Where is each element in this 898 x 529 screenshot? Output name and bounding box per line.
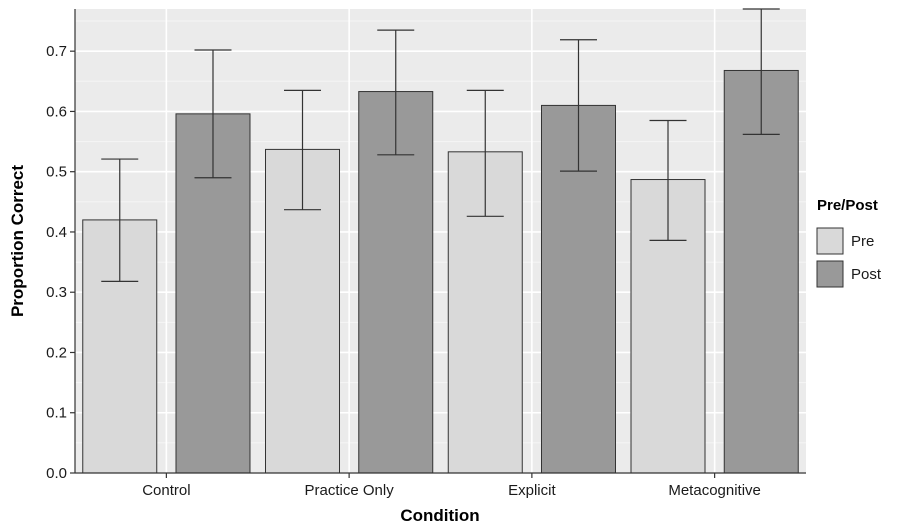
x-axis-title: Condition (400, 506, 479, 525)
x-axis: Control Practice Only Explicit Metacognitiv… (75, 472, 806, 499)
legend: Pre/Post Pre Post (816, 197, 882, 288)
y-tick-label: 0.6 (46, 103, 67, 120)
bars (82, 69, 799, 474)
error-bars (101, 8, 780, 282)
y-tick-label: 0.2 (46, 344, 67, 361)
y-axis-title: Proportion Correct (8, 165, 27, 317)
y-tick-label: 0.4 (46, 224, 67, 241)
y-axis: 0.0 0.1 0.2 0.3 0.4 0.5 0.6 0.7 (46, 9, 76, 482)
legend-label-post: Post (851, 266, 882, 283)
y-tick-label: 0.7 (46, 43, 67, 60)
legend-title: Pre/Post (817, 197, 878, 214)
legend-swatch-post (816, 260, 844, 288)
y-tick-label: 0.1 (46, 405, 67, 422)
x-tick-label: Metacognitive (668, 482, 761, 499)
x-tick-label: Control (142, 482, 190, 499)
legend-swatch-pre (816, 227, 844, 255)
y-tick-label: 0.5 (46, 164, 67, 181)
bar-post-metacognitive (723, 69, 799, 474)
y-tick-label: 0.3 (46, 284, 67, 301)
legend-label-pre: Pre (851, 233, 874, 250)
y-tick-label: 0.0 (46, 465, 67, 482)
x-tick-label: Explicit (508, 482, 556, 499)
x-tick-label: Practice Only (305, 482, 395, 499)
